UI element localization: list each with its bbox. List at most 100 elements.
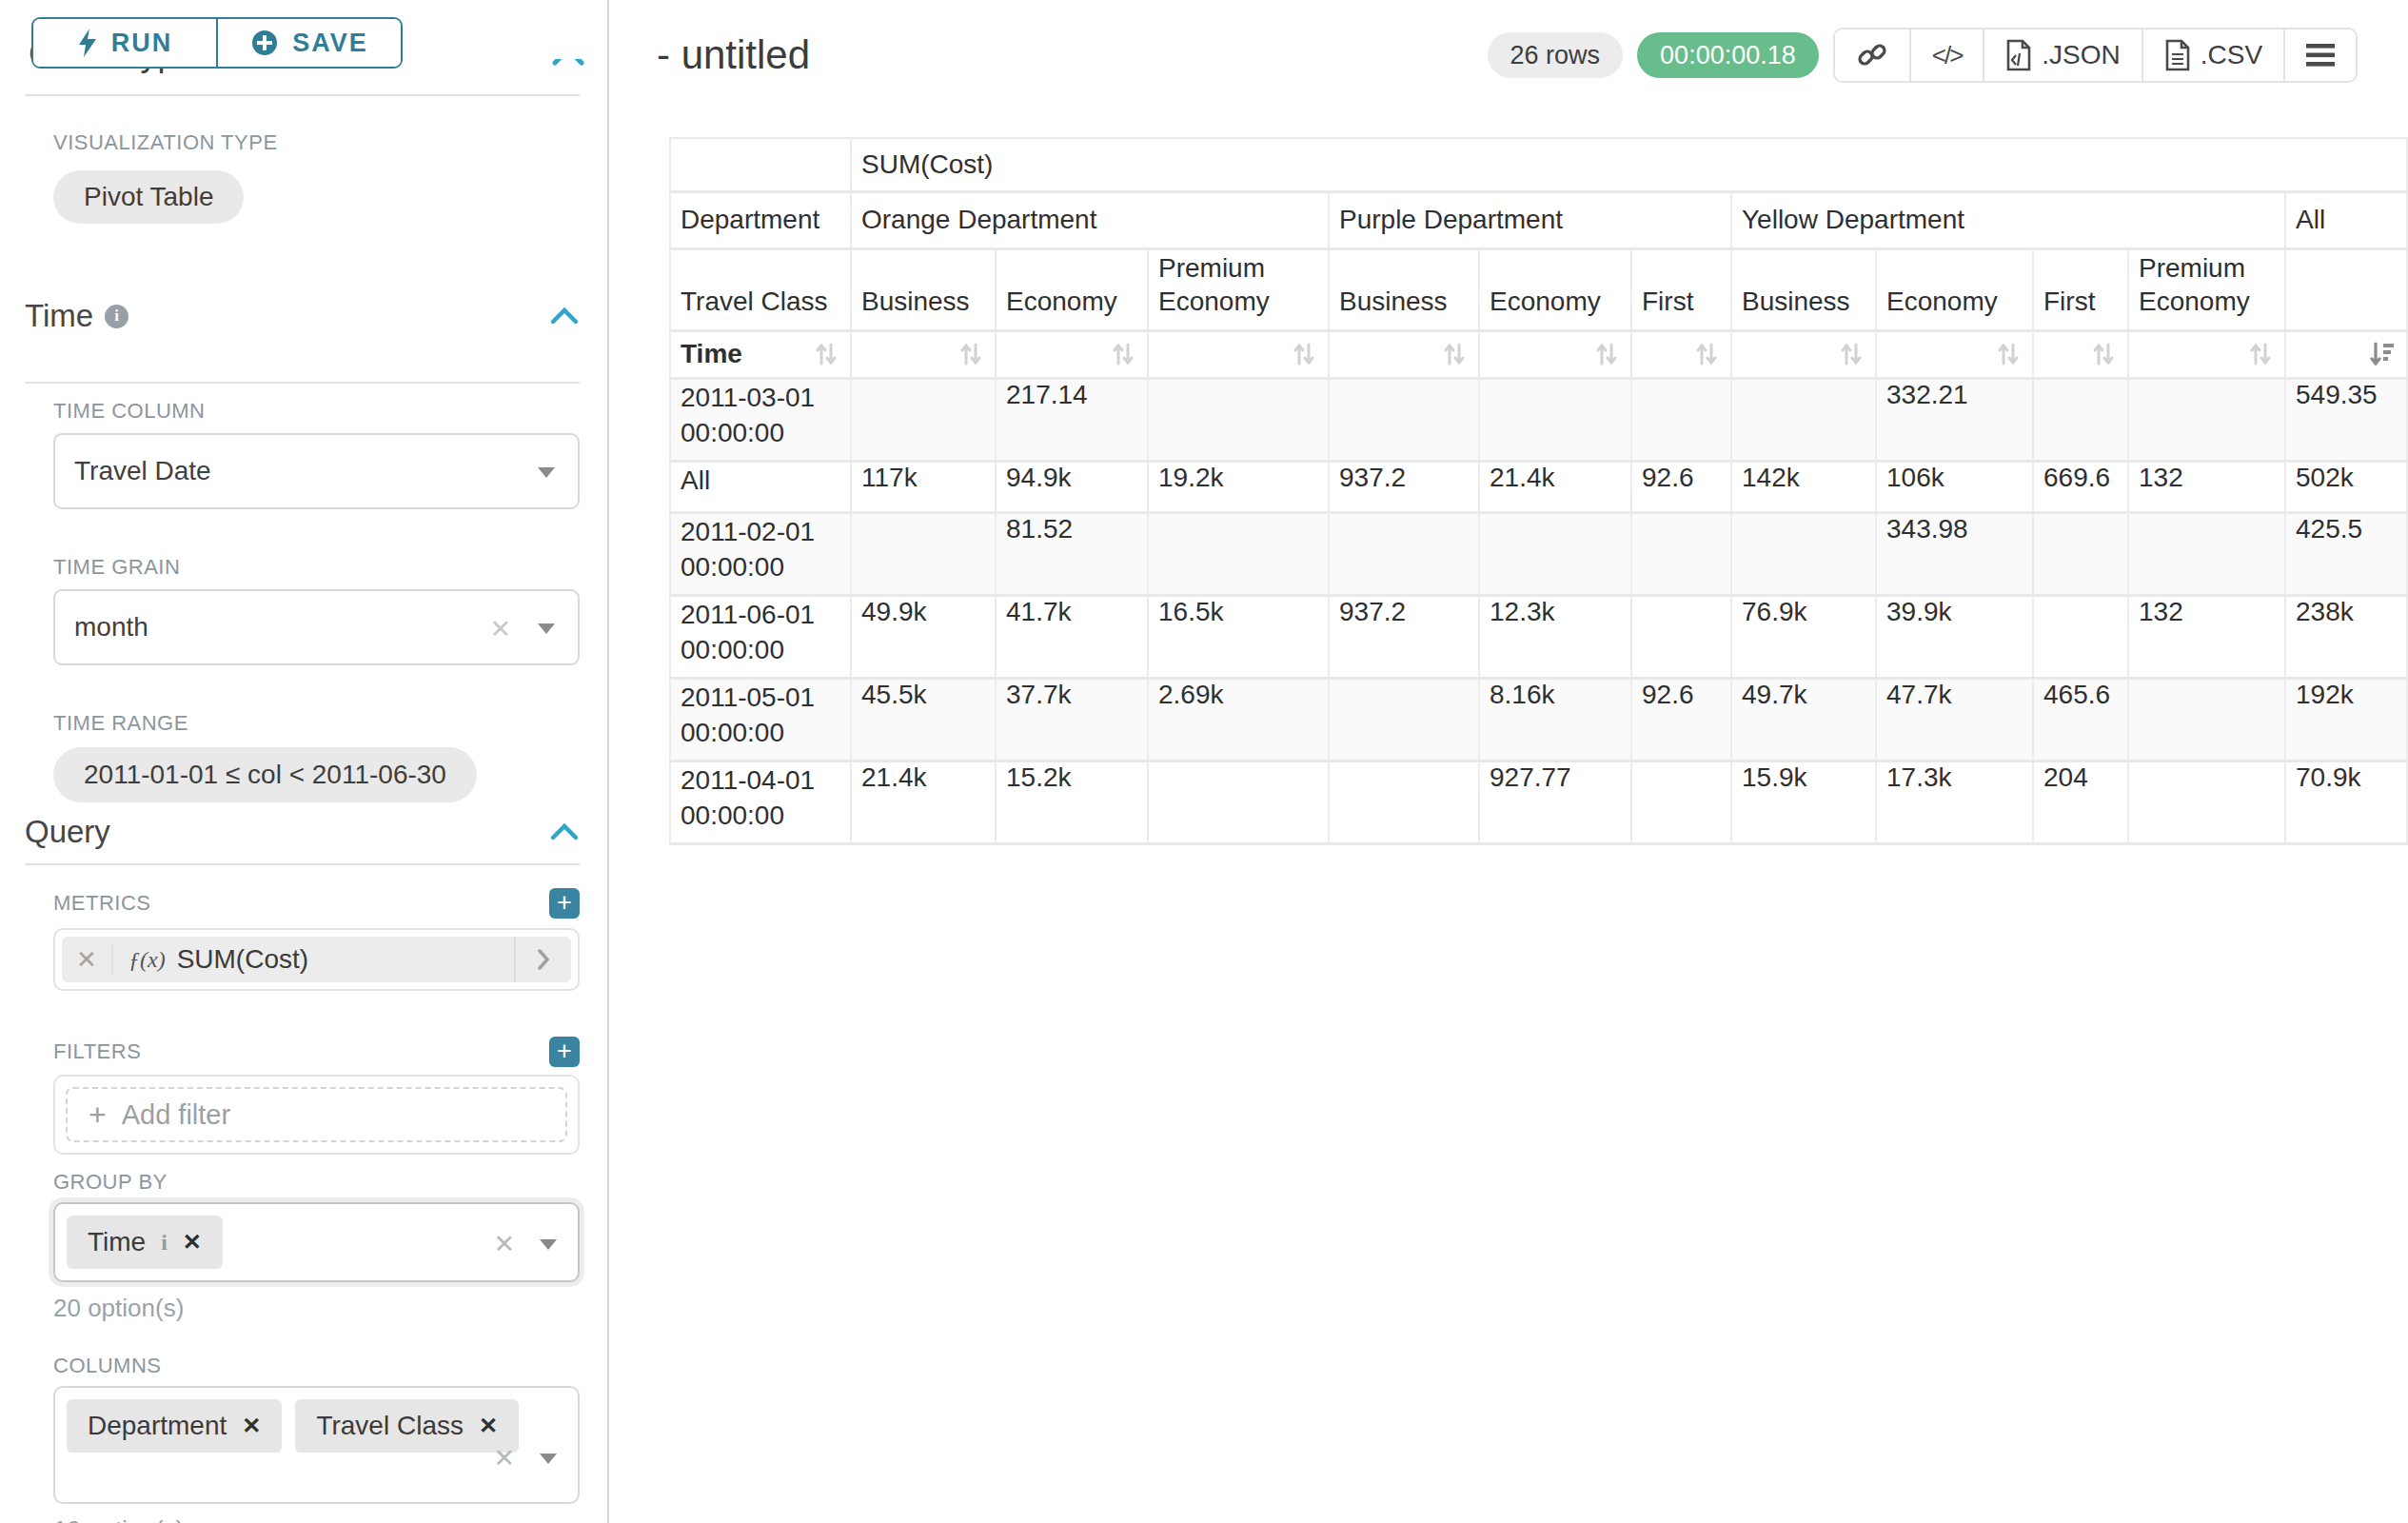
row-header: All: [670, 461, 851, 512]
sidebar-header: Chart Type RUN SAVE: [25, 0, 580, 96]
row-header: 2011-04-0100:00:00: [670, 761, 851, 843]
columns-option-label: Travel Class: [316, 1411, 464, 1441]
add-filter-dropzone[interactable]: + Add filter: [66, 1087, 567, 1142]
sort-icon[interactable]: [2248, 341, 2273, 367]
export-json-button[interactable]: .JSON: [1984, 30, 2142, 81]
remove-option-icon[interactable]: ✕: [242, 1413, 261, 1439]
clear-icon[interactable]: ✕: [493, 1229, 515, 1259]
sort-icon[interactable]: [958, 341, 983, 367]
columns-option-pill[interactable]: Travel Class ✕: [295, 1399, 519, 1453]
sort-icon[interactable]: [814, 341, 839, 367]
time-column-label: TIME COLUMN: [53, 399, 580, 424]
query-section-title: Query: [25, 814, 110, 850]
columns-select[interactable]: Department ✕ Travel Class ✕ ✕: [53, 1386, 580, 1504]
sort-icon[interactable]: [1111, 341, 1135, 367]
query-timer-badge: 00:00:00.18: [1637, 32, 1819, 78]
remove-option-icon[interactable]: ✕: [183, 1229, 202, 1256]
run-button-label: RUN: [111, 29, 173, 58]
query-section-header[interactable]: Query: [25, 814, 580, 850]
travel-class-header: Premium Economy: [1148, 248, 1329, 330]
chart-type-collapse-chevron-clipped[interactable]: [549, 59, 587, 69]
info-icon: i: [105, 305, 128, 328]
group-by-option-pill[interactable]: Time i ✕: [67, 1216, 223, 1269]
share-link-button[interactable]: [1835, 30, 1911, 81]
visualization-type-label: VISUALIZATION TYPE: [53, 130, 580, 155]
time-column-value: Travel Date: [74, 456, 211, 486]
export-json-label: .JSON: [2042, 40, 2120, 70]
visualization-type-pill[interactable]: Pivot Table: [53, 170, 244, 224]
table-row: All 117k94.9k 19.2k937.2 21.4k92.6 142k1…: [670, 461, 2407, 512]
table-row: 2011-05-0100:00:00 45.5k37.7k 2.69k 8.16…: [670, 678, 2407, 761]
add-filter-label: Add filter: [122, 1099, 230, 1131]
function-icon: ƒ(x): [128, 947, 166, 973]
travel-class-header: Premium Economy: [2128, 248, 2285, 330]
travel-class-header: Economy: [1479, 248, 1631, 330]
filters-container: + Add filter: [53, 1075, 580, 1155]
plus-circle-icon: [250, 29, 279, 57]
remove-metric-icon[interactable]: ✕: [62, 945, 113, 975]
sort-icon[interactable]: [1839, 341, 1864, 367]
clear-icon[interactable]: ✕: [493, 1443, 515, 1474]
travel-class-header: Business: [1329, 248, 1479, 330]
run-button[interactable]: RUN: [33, 19, 218, 67]
travel-class-header: Economy: [996, 248, 1148, 330]
sort-icon[interactable]: [1694, 341, 1719, 367]
time-grain-label: TIME GRAIN: [53, 555, 580, 580]
chart-panel: - untitled 26 rows 00:00:00.18 </> .JSON: [609, 0, 2408, 1523]
department-group-header: Purple Department: [1329, 191, 1731, 248]
department-group-header: Orange Department: [851, 191, 1329, 248]
chart-title[interactable]: - untitled: [657, 32, 810, 78]
sort-icon[interactable]: [1594, 341, 1619, 367]
remove-option-icon[interactable]: ✕: [479, 1413, 498, 1439]
group-by-label: GROUP BY: [53, 1170, 580, 1195]
all-group-header: All: [2285, 191, 2407, 248]
caret-down-icon: [538, 623, 555, 634]
chevron-up-icon[interactable]: [549, 822, 580, 841]
pivot-table: SUM(Cost) Department Orange Department P…: [669, 137, 2408, 845]
table-row: 2011-03-0100:00:00 217.14 332.21 549.35: [670, 378, 2407, 461]
columns-options-count: 19 option(s): [53, 1515, 580, 1523]
chevron-up-icon[interactable]: [549, 307, 580, 326]
sort-icon[interactable]: [2091, 341, 2116, 367]
caret-down-icon: [538, 467, 555, 478]
row-header: 2011-02-0100:00:00: [670, 512, 851, 595]
sort-icon[interactable]: [1292, 341, 1316, 367]
metric-pill[interactable]: ✕ ƒ(x) SUM(Cost): [62, 937, 571, 982]
divider: [25, 863, 580, 865]
view-query-button[interactable]: </>: [1911, 30, 1985, 81]
column-dimension-header: Department: [670, 191, 851, 248]
metric-header: SUM(Cost): [851, 138, 2407, 191]
add-metric-button[interactable]: +: [549, 888, 580, 919]
save-button[interactable]: SAVE: [218, 19, 401, 67]
filters-label: FILTERS: [53, 1039, 141, 1064]
time-range-pill[interactable]: 2011-01-01 ≤ col < 2011-06-30: [53, 747, 477, 802]
time-grain-value: month: [74, 612, 148, 643]
clear-icon[interactable]: ✕: [489, 614, 511, 644]
group-by-options-count: 20 option(s): [53, 1294, 580, 1323]
run-save-button-group: RUN SAVE: [31, 17, 403, 69]
group-by-select[interactable]: Time i ✕ ✕: [53, 1202, 580, 1282]
sort-icon[interactable]: [1996, 341, 2021, 367]
table-row: 2011-04-0100:00:00 21.4k15.2k 927.77 15.…: [670, 761, 2407, 843]
time-range-label: TIME RANGE: [53, 711, 580, 736]
metrics-label: METRICS: [53, 891, 151, 916]
info-icon: i: [161, 1230, 168, 1256]
columns-option-pill[interactable]: Department ✕: [67, 1399, 282, 1453]
travel-class-header: Business: [851, 248, 996, 330]
add-filter-plus-button[interactable]: +: [549, 1037, 580, 1067]
menu-button[interactable]: [2285, 30, 2356, 81]
save-button-label: SAVE: [292, 29, 368, 58]
export-button-group: </> .JSON .CSV: [1833, 28, 2358, 83]
chevron-right-icon[interactable]: [514, 937, 571, 982]
row-dimension-header: Time: [681, 339, 742, 369]
sort-descending-active-icon[interactable]: [2369, 341, 2395, 367]
export-csv-label: .CSV: [2201, 40, 2262, 70]
table-row: 2011-06-0100:00:00 49.9k41.7k 16.5k937.2…: [670, 595, 2407, 678]
time-grain-select[interactable]: month ✕: [53, 589, 580, 665]
time-section-header[interactable]: Time i: [25, 298, 580, 334]
export-csv-button[interactable]: .CSV: [2143, 30, 2285, 81]
travel-class-header: Economy: [1876, 248, 2033, 330]
sort-icon[interactable]: [1442, 341, 1467, 367]
travel-class-header: [2285, 248, 2407, 330]
time-column-select[interactable]: Travel Date: [53, 433, 580, 509]
